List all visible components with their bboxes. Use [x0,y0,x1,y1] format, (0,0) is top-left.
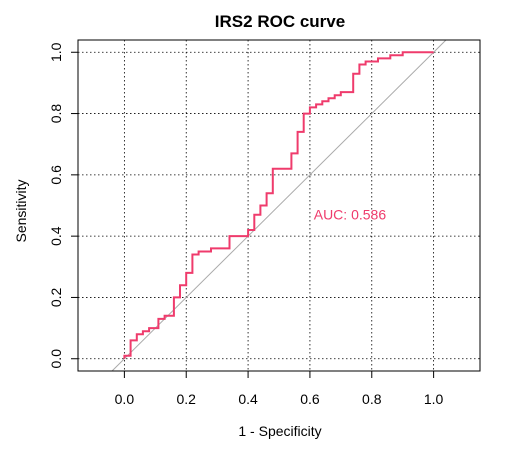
plot-frame [77,39,481,372]
auc-annotation: AUC: 0.586 [314,207,387,223]
chart-title: IRS2 ROC curve [215,12,345,31]
y-axis: 0.0 0.2 0.4 0.6 0.8 1.0 [48,42,78,368]
x-axis-label: 1 - Specificity [238,423,321,439]
y-tick-label-0: 0.0 [48,349,64,369]
y-tick-label-4: 0.8 [48,104,64,124]
reference-diagonal-line [111,39,447,372]
x-tick-label-1: 0.2 [176,391,196,407]
x-tick-label-3: 0.6 [300,391,320,407]
grid-layer [78,40,480,371]
roc-curve-line [123,51,434,359]
y-tick-label-1: 0.2 [48,288,64,308]
x-axis: 0.0 0.2 0.4 0.6 0.8 1.0 [115,371,444,407]
y-axis-label: Sensitivity [13,179,29,242]
y-tick-label-3: 0.6 [48,165,64,185]
y-tick-label-2: 0.4 [48,226,64,246]
y-tick-label-5: 1.0 [48,42,64,62]
x-tick-label-5: 1.0 [424,391,444,407]
x-tick-label-2: 0.4 [238,391,258,407]
x-tick-label-0: 0.0 [115,391,135,407]
x-tick-label-4: 0.8 [362,391,382,407]
